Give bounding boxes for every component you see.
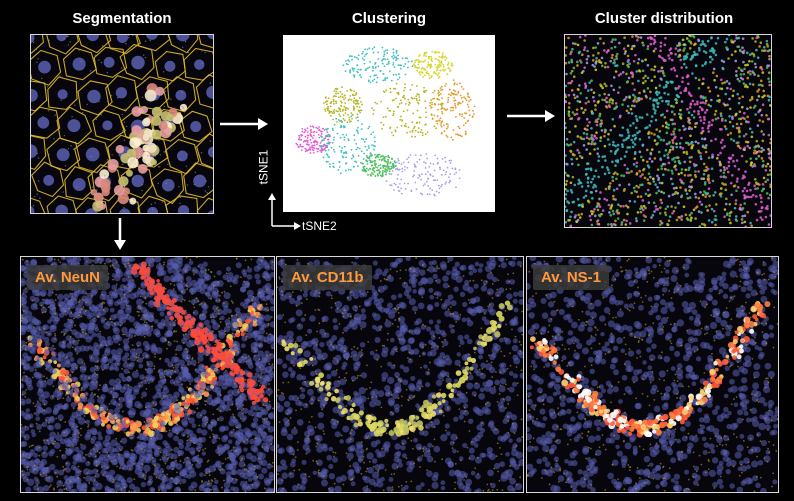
cd11b-canvas	[277, 257, 523, 492]
arrow-down-icon	[114, 218, 126, 250]
ns1-panel: Av. NS-1	[526, 256, 779, 493]
cluster-distribution-image	[564, 34, 772, 228]
tsne-scatter	[295, 46, 476, 197]
segmentation-canvas	[31, 35, 213, 213]
segmentation-image	[30, 34, 214, 214]
cd11b-panel: Av. CD11b	[276, 256, 524, 493]
ns1-label: Av. NS-1	[533, 265, 610, 290]
tsne2-axis-label: tSNE2	[302, 219, 337, 233]
cluster-distribution-title: Cluster distribution	[594, 10, 734, 27]
tsne-axis-arrows-icon	[268, 193, 301, 230]
cluster-distribution-canvas	[565, 35, 771, 227]
tsne1-axis-label: tSNE1	[256, 149, 271, 185]
neun-panel: Av. NeuN	[20, 256, 275, 493]
arrow-right-icon	[507, 110, 555, 122]
segmentation-title: Segmentation	[72, 10, 172, 27]
clustering-title: Clustering	[351, 10, 427, 27]
arrow-right-icon	[220, 118, 268, 130]
neun-canvas	[21, 257, 274, 492]
neun-label: Av. NeuN	[27, 265, 109, 290]
tsne-plot	[283, 35, 495, 212]
cd11b-label: Av. CD11b	[283, 265, 372, 290]
ns1-canvas	[527, 257, 778, 492]
